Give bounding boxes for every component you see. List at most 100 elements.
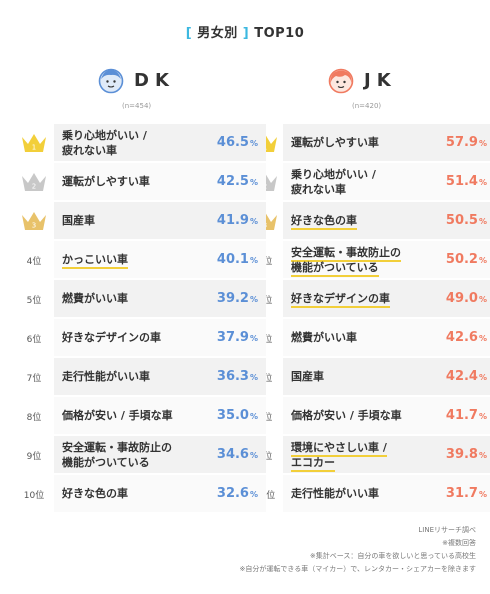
group-name-dk: DK [134, 70, 175, 91]
item-value: 50.2% [446, 252, 487, 267]
svg-text:3: 3 [32, 222, 36, 230]
item-value-number: 39.8 [445, 447, 478, 462]
item-label-text: 走行性能がいい車 [291, 487, 379, 500]
page-title: [ 男女別 ] TOP10 [0, 22, 490, 41]
ranking-row: 好きなデザインの車 49.0% [283, 280, 490, 317]
item-value-number: 42.6 [445, 330, 478, 345]
item-value-number: 42.5 [216, 174, 249, 189]
item-value-number: 50.2 [445, 252, 478, 267]
boy-face-icon [98, 68, 124, 94]
item-value: 40.1% [217, 252, 258, 267]
percent-unit: % [249, 490, 258, 499]
percent-unit: % [249, 373, 258, 382]
ranking-row: 乗り心地がいい / 疲れない車 46.5% [54, 124, 266, 161]
percent-unit: % [478, 490, 487, 499]
rank-label: 8位 [26, 413, 42, 423]
item-value: 35.0% [217, 408, 258, 423]
group-name-jk: JK [364, 70, 397, 91]
item-label: 環境にやさしい車 / エコカー [291, 440, 423, 472]
item-value-number: 57.9 [445, 135, 478, 150]
ranking-list-jk: 運転がしやすい車 57.9% 乗り心地がいい / 疲れない車 51.4% 好きな色の車 5… [283, 124, 490, 514]
title-bracket-open: [ [185, 26, 193, 41]
ranking-row: 燃費がいい車 42.6% [283, 319, 490, 356]
item-value: 41.9% [217, 213, 258, 228]
item-value: 57.9% [446, 135, 487, 150]
item-label-text: 国産車 [62, 214, 95, 227]
item-label: 乗り心地がいい / 疲れない車 [62, 128, 194, 158]
item-label-text: 環境にやさしい車 / エコカー [291, 440, 387, 472]
item-label-text: 価格が安い / 手頃な車 [291, 409, 402, 422]
ranking-row: 好きなデザインの車 37.9% [54, 319, 266, 356]
item-value: 42.6% [446, 330, 487, 345]
title-text: 男女別 [197, 26, 238, 41]
item-value-number: 41.7 [445, 408, 478, 423]
item-value-number: 40.1 [216, 252, 249, 267]
item-label-text: 安全運転・事故防止の 機能がついている [62, 440, 172, 469]
ranking-row: 運転がしやすい車 42.5% [54, 163, 266, 200]
item-label-text: 安全運転・事故防止の 機能がついている [291, 245, 401, 277]
item-label-text: かっこいい車 [62, 253, 128, 269]
item-label: 乗り心地がいい / 疲れない車 [291, 167, 423, 197]
girl-face-icon [328, 68, 354, 94]
item-value-number: 50.5 [445, 213, 478, 228]
item-value: 49.0% [446, 291, 487, 306]
percent-unit: % [249, 451, 258, 460]
item-value: 46.5% [217, 135, 258, 150]
sample-size-jk: (n=420) [352, 102, 382, 110]
percent-unit: % [249, 178, 258, 187]
item-label: 国産車 [62, 213, 194, 228]
item-label: 燃費がいい車 [291, 330, 423, 345]
percent-unit: % [249, 412, 258, 421]
group-header-jk: JK (n=420) [292, 66, 490, 116]
rank-label: 6位 [26, 335, 42, 345]
note-car-definition: ※自分が運転できる車（マイカー）で、レンタカー・シェアカーを除きます [239, 565, 476, 573]
crown-icon: 1 [22, 134, 46, 152]
item-label: 運転がしやすい車 [62, 174, 194, 189]
item-value: 39.2% [217, 291, 258, 306]
percent-unit: % [478, 373, 487, 382]
ranking-row: 乗り心地がいい / 疲れない車 51.4% [283, 163, 490, 200]
item-label: 好きな色の車 [291, 213, 423, 230]
ranking-row: 運転がしやすい車 57.9% [283, 124, 490, 161]
title-suffix: TOP10 [254, 26, 305, 41]
item-value-number: 42.4 [445, 369, 478, 384]
ranking-row: 安全運転・事故防止の 機能がついている 50.2% [283, 241, 490, 278]
crown-icon: 2 [22, 173, 46, 191]
ranking-row: 走行性能がいい車 36.3% [54, 358, 266, 395]
title-bracket-close: ] [242, 26, 250, 41]
ranking-row: 国産車 41.9% [54, 202, 266, 239]
item-value-number: 32.6 [216, 486, 249, 501]
ranking-row: かっこいい車 40.1% [54, 241, 266, 278]
item-value-number: 49.0 [445, 291, 478, 306]
item-value-number: 51.4 [445, 174, 478, 189]
item-label-text: 燃費がいい車 [291, 331, 357, 344]
item-label: 燃費がいい車 [62, 291, 194, 306]
item-label-text: 好きなデザインの車 [62, 331, 161, 344]
ranking-row: 国産車 42.4% [283, 358, 490, 395]
item-value: 36.3% [217, 369, 258, 384]
item-value-number: 31.7 [445, 486, 478, 501]
ranking-row: 安全運転・事故防止の 機能がついている 34.6% [54, 436, 266, 473]
item-label: 安全運転・事故防止の 機能がついている [62, 440, 194, 470]
rank-label: 7位 [26, 374, 42, 384]
item-value: 31.7% [446, 486, 487, 501]
item-value: 39.8% [446, 447, 487, 462]
item-label-text: 国産車 [291, 370, 324, 383]
item-value-number: 34.6 [216, 447, 249, 462]
percent-unit: % [249, 334, 258, 343]
rank-label: 10位 [23, 491, 45, 501]
percent-unit: % [249, 295, 258, 304]
percent-unit: % [478, 451, 487, 460]
percent-unit: % [249, 256, 258, 265]
item-value: 51.4% [446, 174, 487, 189]
rank-label: 4位 [26, 257, 42, 267]
ranking-row: 価格が安い / 手頃な車 35.0% [54, 397, 266, 434]
item-label-text: 燃費がいい車 [62, 292, 128, 305]
footnotes: LINEリサーチ調べ ※複数回答 ※集計ベース：自分の車を欲しいと思っている高校… [240, 524, 476, 576]
item-label: 運転がしやすい車 [291, 135, 423, 150]
item-value-number: 41.9 [216, 213, 249, 228]
item-label: 好きなデザインの車 [62, 330, 194, 345]
percent-unit: % [478, 295, 487, 304]
item-label: かっこいい車 [62, 252, 194, 269]
item-label-text: 乗り心地がいい / 疲れない車 [291, 167, 376, 196]
